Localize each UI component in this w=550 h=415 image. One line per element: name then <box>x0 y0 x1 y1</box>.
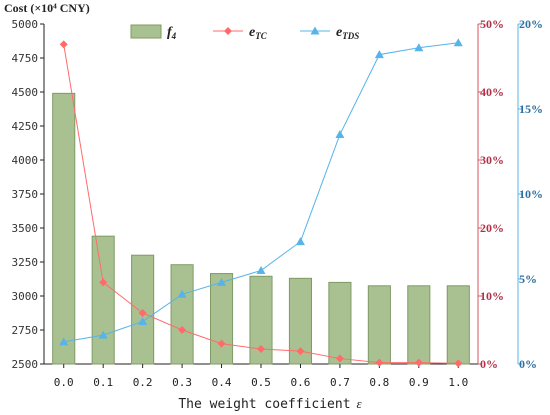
y-left-tick-label: 2500 <box>12 358 39 371</box>
series-etc-point <box>454 359 463 368</box>
series-etc-point <box>138 309 147 317</box>
bar-f4 <box>91 235 115 365</box>
bar-f4 <box>52 92 76 365</box>
series-etds-point <box>59 337 69 346</box>
series-etds-point <box>295 237 305 246</box>
legend-label-sub: TDS <box>342 31 359 41</box>
series-etc-point <box>178 326 187 334</box>
series-etc-point <box>59 40 68 49</box>
y-right-red-tick-label: 20% <box>480 221 504 235</box>
series-etc-point <box>414 358 423 367</box>
y-right-red-tick-label: 40% <box>480 85 504 99</box>
x-tick-label: 0.6 <box>291 376 311 389</box>
x-tick-label: 0.1 <box>93 376 113 389</box>
y-right-blue-tick-label: 10% <box>519 187 543 201</box>
y-right-blue-tick-label: 20% <box>519 17 543 31</box>
series-etds-point <box>335 130 345 138</box>
y-right-red-tick-label: 30% <box>480 153 504 167</box>
x-axis-title: The weight coefficient ε <box>178 396 362 412</box>
series-etds-point <box>177 289 187 298</box>
x-tick-label: 0.2 <box>133 376 153 389</box>
series-etc-point <box>296 347 305 356</box>
bar-f4 <box>328 281 352 365</box>
series-etds-point <box>256 266 266 274</box>
y-right-red-tick-label: 50% <box>480 17 504 31</box>
series-etds-point <box>453 38 463 47</box>
y-left-tick-label: 3250 <box>12 256 39 269</box>
y-right-blue-tick-label: 0% <box>519 357 537 371</box>
y-right-blue-tick-label: 15% <box>519 102 543 116</box>
legend-label-2: eTDS <box>336 25 359 41</box>
y-left-tick-label: 5000 <box>12 18 39 31</box>
bar-f4 <box>407 285 431 365</box>
y-axis-left-title: Cost (×10⁴ CNY) <box>4 1 90 15</box>
legend-label-1: eTC <box>249 25 268 41</box>
series-etc-point <box>99 278 108 287</box>
x-tick-label: 0.4 <box>212 376 232 389</box>
legend-label-main: e <box>336 25 342 40</box>
series-etc-point <box>257 345 265 354</box>
y-left-tick-label: 4250 <box>12 120 39 133</box>
legend-label-sub: TC <box>255 31 267 41</box>
series-etds-point <box>414 43 424 52</box>
x-axis-title-symbol: ε <box>357 396 363 411</box>
legend-label-sub: 4 <box>171 31 177 41</box>
x-tick-label: 1.0 <box>448 376 468 389</box>
series-etc-point <box>335 354 344 363</box>
x-tick-label: 0.8 <box>369 376 389 389</box>
y-left-tick-label: 4000 <box>12 154 39 167</box>
y-left-tick-label: 4750 <box>12 52 39 65</box>
series-etds-point <box>374 50 384 59</box>
x-tick-label: 0.3 <box>172 376 192 389</box>
bar-f4 <box>367 285 391 365</box>
y-right-blue-tick-label: 5% <box>519 272 537 286</box>
x-tick-label: 0.0 <box>54 376 74 389</box>
legend-swatch-etc-marker <box>224 27 232 35</box>
legend-swatch-f4 <box>130 24 162 39</box>
y-left-tick-label: 2750 <box>12 324 39 337</box>
x-tick-label: 0.9 <box>409 376 429 389</box>
x-tick-label: 0.7 <box>330 376 350 389</box>
y-right-red-tick-label: 0% <box>480 357 498 371</box>
legend-label-main: e <box>249 25 255 40</box>
y-left-tick-label: 3500 <box>12 222 39 235</box>
x-axis-title-text: The weight coefficient <box>178 397 350 412</box>
y-right-red-tick-label: 10% <box>480 289 504 303</box>
x-tick-label: 0.5 <box>251 376 271 389</box>
bar-f4 <box>170 264 194 365</box>
legend-label-main: f <box>167 25 173 40</box>
series-etds-point <box>98 330 108 339</box>
series-etds-point <box>138 317 148 325</box>
y-left-tick-label: 4500 <box>12 86 39 99</box>
series-etds-point <box>217 277 227 286</box>
y-left-tick-label: 3000 <box>12 290 39 303</box>
series-etc-point <box>217 339 226 348</box>
bar-f4 <box>209 273 234 365</box>
bar-f4 <box>446 285 470 365</box>
legend-label-0: f4 <box>167 25 177 41</box>
y-left-tick-label: 3750 <box>12 188 39 201</box>
legend-swatch-etds-marker <box>310 26 320 35</box>
series-etc-point <box>375 358 384 367</box>
